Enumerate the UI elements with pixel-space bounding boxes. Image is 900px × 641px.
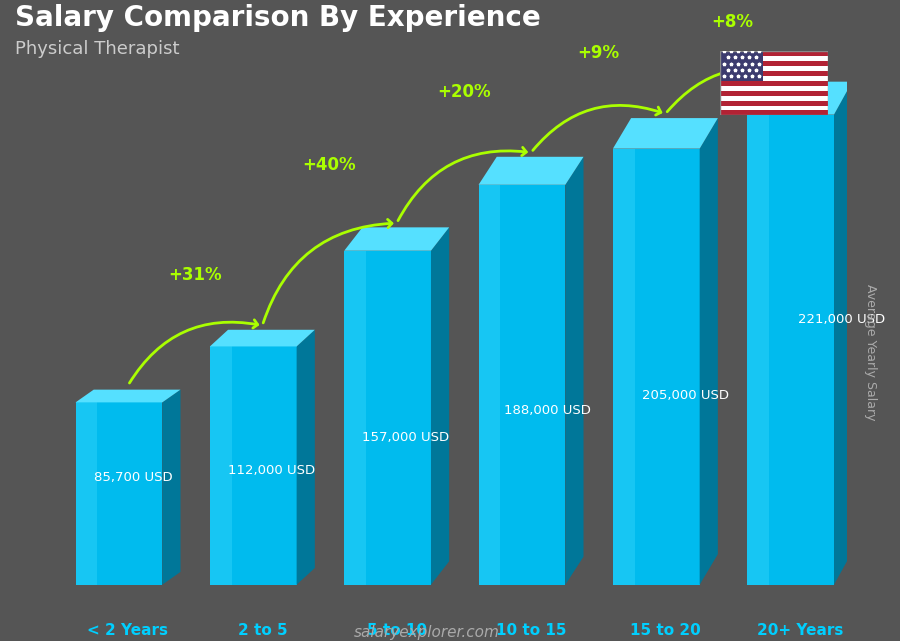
Bar	[720, 96, 828, 101]
Bar	[720, 106, 828, 110]
Bar	[720, 86, 828, 91]
Text: < 2 Years: < 2 Years	[87, 623, 168, 638]
Polygon shape	[76, 403, 162, 585]
Bar	[720, 51, 763, 81]
Polygon shape	[613, 149, 699, 585]
Text: 10 to 15: 10 to 15	[496, 623, 566, 638]
Polygon shape	[834, 81, 852, 585]
Polygon shape	[613, 149, 634, 585]
Polygon shape	[344, 251, 431, 585]
Text: 205,000 USD: 205,000 USD	[643, 388, 729, 401]
Polygon shape	[210, 346, 297, 585]
Polygon shape	[344, 251, 366, 585]
Bar	[720, 110, 828, 115]
Text: +8%: +8%	[712, 13, 753, 31]
Bar	[720, 71, 828, 76]
Text: 20+ Years: 20+ Years	[757, 623, 843, 638]
Text: +31%: +31%	[168, 266, 222, 284]
Bar	[720, 66, 828, 71]
Text: salaryexplorer.com: salaryexplorer.com	[354, 625, 500, 640]
Polygon shape	[344, 228, 449, 251]
Bar	[720, 101, 828, 106]
Bar	[720, 61, 828, 66]
Text: 85,700 USD: 85,700 USD	[94, 471, 172, 485]
Polygon shape	[76, 390, 181, 403]
Polygon shape	[747, 115, 834, 585]
Polygon shape	[210, 329, 315, 346]
Text: +20%: +20%	[437, 83, 490, 101]
Bar	[720, 56, 828, 61]
Text: Salary Comparison By Experience: Salary Comparison By Experience	[15, 4, 541, 32]
Bar	[720, 81, 828, 86]
Polygon shape	[162, 390, 181, 585]
Text: +40%: +40%	[302, 156, 356, 174]
Text: Physical Therapist: Physical Therapist	[15, 40, 180, 58]
Text: 188,000 USD: 188,000 USD	[504, 404, 590, 417]
Polygon shape	[297, 329, 315, 585]
Text: 15 to 20: 15 to 20	[630, 623, 701, 638]
Polygon shape	[479, 185, 565, 585]
Text: 221,000 USD: 221,000 USD	[797, 313, 885, 326]
Polygon shape	[747, 81, 852, 115]
Text: 157,000 USD: 157,000 USD	[363, 431, 449, 444]
Polygon shape	[479, 185, 500, 585]
Polygon shape	[479, 157, 583, 185]
Polygon shape	[431, 228, 449, 585]
Polygon shape	[76, 403, 97, 585]
Bar	[720, 91, 828, 96]
Text: 2 to 5: 2 to 5	[238, 623, 287, 638]
Polygon shape	[747, 115, 769, 585]
Polygon shape	[210, 346, 231, 585]
Text: 112,000 USD: 112,000 USD	[228, 465, 315, 478]
Polygon shape	[613, 118, 718, 149]
Text: +9%: +9%	[577, 44, 619, 62]
Bar	[720, 76, 828, 81]
Bar	[720, 51, 828, 56]
Polygon shape	[699, 118, 718, 585]
Polygon shape	[565, 157, 583, 585]
Text: 5 to 10: 5 to 10	[366, 623, 427, 638]
Text: Average Yearly Salary: Average Yearly Salary	[865, 285, 878, 420]
